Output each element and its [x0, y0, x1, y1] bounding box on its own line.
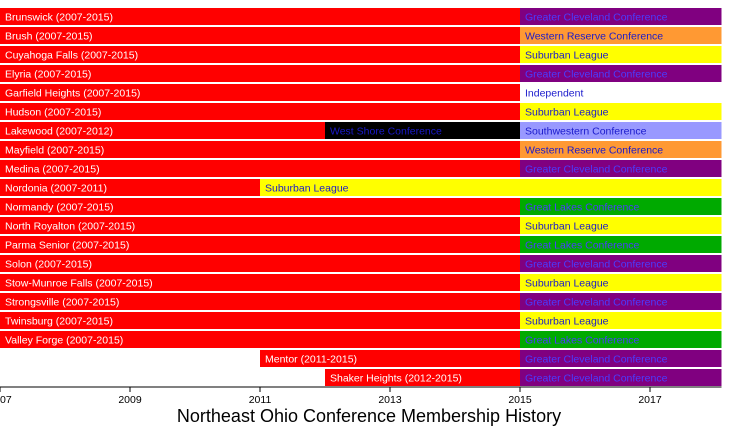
segment-label: West Shore Conference [330, 125, 442, 137]
segment-bar [520, 255, 722, 272]
segment-label: Greater Cleveland Conference [525, 68, 668, 80]
segment-bar [0, 236, 520, 253]
segment-bar [520, 141, 722, 158]
segment-label: Garfield Heights (2007-2015) [5, 87, 140, 99]
x-tick-label: 2007 [0, 394, 12, 406]
segment-label: Greater Cleveland Conference [525, 353, 668, 365]
segment-label: Solon (2007-2015) [5, 258, 92, 270]
segment-label: Brush (2007-2015) [5, 30, 93, 42]
segment-bar [325, 122, 520, 139]
segment-bar [0, 103, 520, 120]
segment-bar [520, 331, 722, 348]
segment-label: Western Reserve Conference [525, 144, 663, 156]
segment-label: Great Lakes Conference [525, 239, 640, 251]
chart-title: Northeast Ohio Conference Membership His… [177, 406, 561, 426]
segment-label: Greater Cleveland Conference [525, 163, 668, 175]
segment-label: Medina (2007-2015) [5, 163, 100, 175]
segment-label: Suburban League [525, 315, 609, 327]
segment-label: Strongsville (2007-2015) [5, 296, 119, 308]
segment-bar [0, 141, 520, 158]
x-tick-label: 2011 [249, 394, 272, 406]
segment-label: Greater Cleveland Conference [525, 372, 668, 384]
segment-label: Elyria (2007-2015) [5, 68, 91, 80]
segment-label: Cuyahoga Falls (2007-2015) [5, 49, 138, 61]
segment-bar [520, 27, 722, 44]
segment-bar [0, 65, 520, 82]
segment-bar [0, 274, 520, 291]
segment-bar [0, 160, 520, 177]
segment-bar [520, 103, 722, 120]
segment-label: Parma Senior (2007-2015) [5, 239, 129, 251]
segment-bar [0, 46, 520, 63]
segment-bar [520, 312, 722, 329]
segment-label: Suburban League [525, 277, 609, 289]
segment-label: Lakewood (2007-2012) [5, 125, 113, 137]
segment-bar [0, 8, 520, 25]
segment-bar [0, 331, 520, 348]
segment-bar [520, 274, 722, 291]
segment-bar [520, 84, 722, 101]
segment-label: Mayfield (2007-2015) [5, 144, 104, 156]
segment-label: Twinsburg (2007-2015) [5, 315, 113, 327]
segment-label: Great Lakes Conference [525, 201, 640, 213]
segment-label: Brunswick (2007-2015) [5, 11, 113, 23]
segment-label: Valley Forge (2007-2015) [5, 334, 123, 346]
segment-bar [0, 27, 520, 44]
segment-bar [520, 8, 722, 25]
x-tick-label: 2017 [638, 394, 662, 406]
segment-label: Mentor (2011-2015) [265, 353, 357, 365]
segment-bar [520, 160, 722, 177]
segment-label: Normandy (2007-2015) [5, 201, 114, 213]
segment-bar [520, 350, 722, 367]
segment-bar [520, 65, 722, 82]
segment-label: Southwestern Conference [525, 125, 647, 137]
segment-bar [325, 369, 520, 386]
x-tick-label: 2015 [508, 394, 532, 406]
segment-label: Western Reserve Conference [525, 30, 663, 42]
segment-bar [520, 198, 722, 215]
segment-label: Nordonia (2007-2011) [5, 182, 107, 194]
segment-label: North Royalton (2007-2015) [5, 220, 135, 232]
segment-bar [0, 198, 520, 215]
segment-bar [0, 179, 260, 196]
segment-label: Greater Cleveland Conference [525, 258, 668, 270]
segment-bar [0, 312, 520, 329]
segment-bar [0, 84, 520, 101]
x-tick-label: 2013 [378, 394, 402, 406]
segment-bar [520, 122, 722, 139]
segment-label: Suburban League [265, 182, 349, 194]
segment-label: Great Lakes Conference [525, 334, 640, 346]
segment-bar [260, 179, 722, 196]
segment-bar [520, 369, 722, 386]
segment-bar [520, 217, 722, 234]
segment-label: Hudson (2007-2015) [5, 106, 101, 118]
segment-label: Greater Cleveland Conference [525, 296, 668, 308]
segment-label: Greater Cleveland Conference [525, 11, 668, 23]
segment-label: Suburban League [525, 106, 609, 118]
segment-bar [0, 217, 520, 234]
segment-bar [520, 46, 722, 63]
x-tick-label: 2009 [118, 394, 142, 406]
segment-bar [0, 293, 520, 310]
segment-bar [520, 236, 722, 253]
segment-label: Suburban League [525, 220, 609, 232]
segment-label: Suburban League [525, 49, 609, 61]
segment-bar [0, 122, 325, 139]
segment-label: Independent [525, 87, 583, 99]
segment-label: Stow-Munroe Falls (2007-2015) [5, 277, 153, 289]
segment-bar [520, 293, 722, 310]
segment-label: Shaker Heights (2012-2015) [330, 372, 462, 384]
segment-bar [0, 255, 520, 272]
segment-bar [260, 350, 520, 367]
